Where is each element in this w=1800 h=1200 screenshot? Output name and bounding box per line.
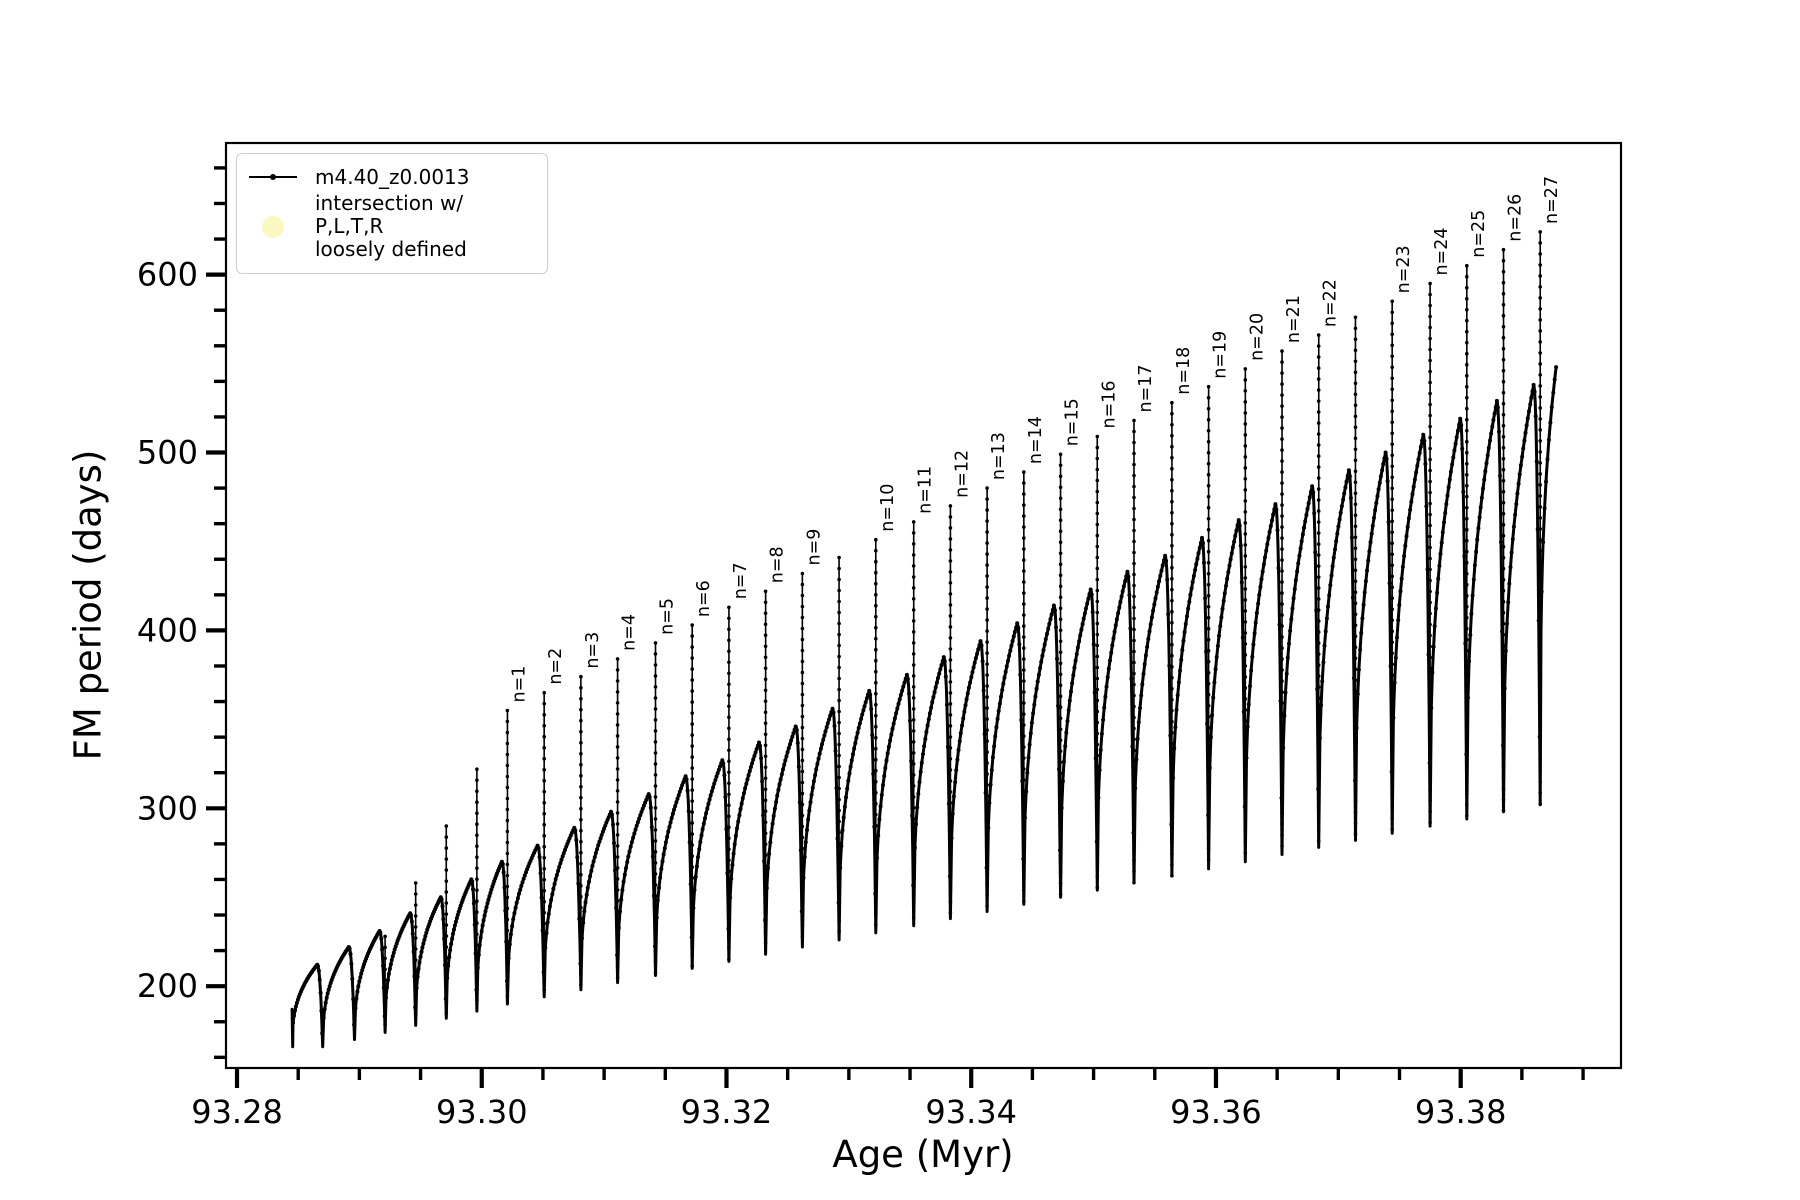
- pulse-label: n=26: [1506, 194, 1526, 242]
- legend-entry-series: m4.40_z0.0013: [247, 164, 537, 190]
- pulse-label: n=23: [1394, 245, 1414, 293]
- y-tick-label: 600: [137, 256, 198, 294]
- pulse-label: n=22: [1321, 279, 1341, 327]
- pulse-label: n=25: [1469, 210, 1489, 258]
- legend-entry-intersection: intersection w/ P,L,T,R loosely defined: [247, 192, 537, 261]
- pulse-label: n=13: [989, 432, 1009, 480]
- x-tick-label: 93.34: [925, 1093, 1017, 1131]
- pulse-label: n=1: [509, 666, 529, 703]
- pulse-label: n=15: [1063, 398, 1083, 446]
- intersection-circle-icon: [247, 214, 299, 240]
- pulse-label: n=19: [1211, 331, 1231, 379]
- pulse-label: n=10: [878, 484, 898, 532]
- y-tick-label: 400: [137, 611, 198, 649]
- pulse-label: n=6: [694, 580, 714, 617]
- y-tick-label: 300: [137, 789, 198, 827]
- pulse-label: n=20: [1247, 313, 1267, 361]
- pulse-label: n=8: [768, 546, 788, 583]
- pulse-label: n=5: [658, 598, 678, 635]
- y-tick-label: 200: [137, 967, 198, 1005]
- legend-series-label: m4.40_z0.0013: [315, 164, 470, 189]
- legend-intersection-label: intersection w/ P,L,T,R loosely defined: [315, 191, 467, 261]
- y-axis-label: FM period (days): [66, 449, 110, 761]
- pulse-label: n=18: [1174, 347, 1194, 395]
- pulse-spikes: [384, 231, 1542, 1033]
- y-tick-label: 500: [137, 434, 198, 472]
- x-axis-label: Age (Myr): [832, 1133, 1014, 1176]
- pulse-label: n=24: [1432, 227, 1452, 275]
- series-marker-dots: [291, 365, 1559, 1036]
- pulse-label: n=14: [1026, 416, 1046, 464]
- pulse-label: n=4: [620, 614, 640, 651]
- legend: m4.40_z0.0013 intersection w/ P,L,T,R lo…: [236, 153, 548, 274]
- x-tick-label: 93.28: [191, 1093, 283, 1131]
- x-tick-label: 93.30: [436, 1093, 528, 1131]
- pulse-label: n=12: [952, 450, 972, 498]
- series-line-marker-icon: [247, 164, 299, 190]
- x-tick-label: 93.32: [681, 1093, 773, 1131]
- x-tick-label: 93.36: [1170, 1093, 1262, 1131]
- pulse-label: n=21: [1284, 295, 1304, 343]
- pulse-label: n=11: [916, 466, 936, 514]
- pulse-label: n=7: [731, 562, 751, 599]
- pulse-label: n=2: [546, 648, 566, 685]
- plot-border: [224, 141, 1623, 1070]
- pulse-label: n=9: [804, 529, 824, 566]
- pulse-label: n=16: [1099, 380, 1119, 428]
- x-tick-label: 93.38: [1415, 1093, 1507, 1131]
- pulse-label: n=3: [583, 632, 603, 669]
- pulse-spike-dots: [383, 230, 1542, 1027]
- pulse-label: n=27: [1542, 176, 1562, 224]
- pulse-label: n=17: [1136, 364, 1156, 412]
